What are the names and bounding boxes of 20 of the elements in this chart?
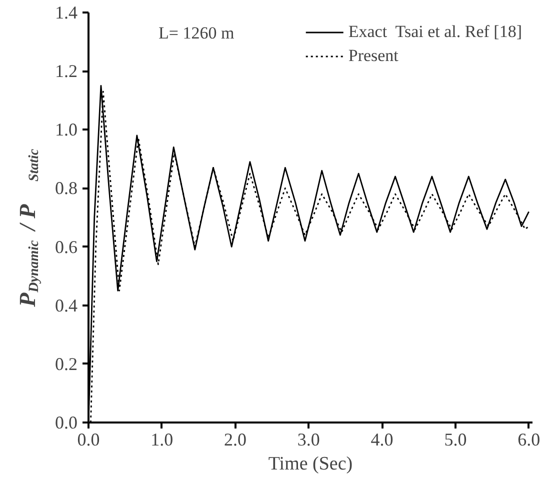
y-tick-label: 0.6 [55, 236, 78, 257]
y-tick-label: 1.0 [55, 120, 78, 140]
y-tick-label: 0.0 [55, 412, 78, 432]
annotation: L= 1260 m [158, 24, 234, 42]
x-axis-title: Time (Sec) [268, 454, 353, 474]
x-tick-label: 5.0 [444, 430, 467, 450]
y-axis-title: PDynamic / PStatic [15, 148, 42, 308]
y-tick-label: 0.2 [55, 354, 78, 374]
y-tick-label: 0.8 [55, 178, 78, 198]
x-tick-label: 2.0 [224, 430, 247, 450]
x-tick-label: 4.0 [370, 430, 394, 450]
x-tick-label: 1.0 [150, 430, 174, 450]
legend-label: Present [348, 46, 398, 66]
legend-label: Exact Tsai et al. Ref [18] [348, 22, 522, 42]
y-tick-label: 1.2 [55, 61, 78, 82]
y-tick-label: 1.4 [55, 2, 78, 22]
x-tick-label: 6.0 [518, 430, 540, 450]
x-tick-label: 3.0 [297, 430, 320, 450]
y-tick-label: 0.4 [55, 295, 78, 316]
x-tick-label: 0.0 [77, 430, 100, 450]
